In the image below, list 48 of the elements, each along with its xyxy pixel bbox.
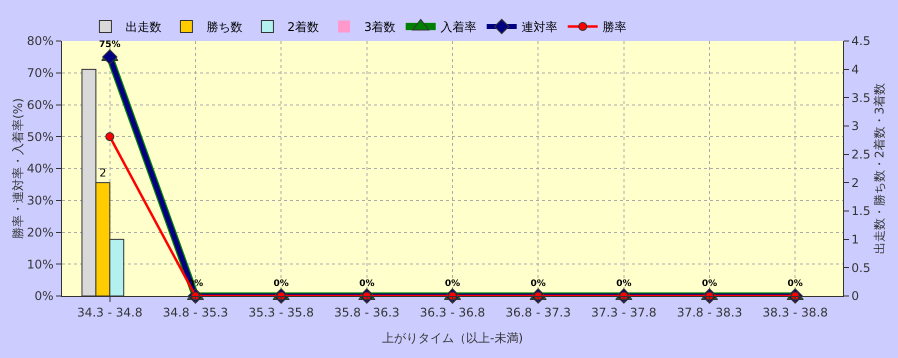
legend-label: 2着数	[287, 20, 320, 34]
y2-tick-label: 1	[851, 232, 860, 247]
y-axis-title: 勝率・連対率・入着率(%)	[10, 98, 25, 239]
legend-label: 連対率	[522, 20, 558, 34]
data-label: 75%	[99, 40, 121, 50]
x-tick-label: 34.8 - 35.3	[162, 305, 228, 320]
y2-tick-label: 2	[851, 176, 860, 190]
data-label: 0%	[616, 278, 632, 289]
y-tick-label: 50%	[26, 130, 54, 144]
y2-tick-label: 3	[851, 119, 860, 134]
x-tick-label: 35.3 - 35.8	[248, 305, 314, 320]
x-tick-label: 36.3 - 36.8	[420, 305, 486, 320]
y-tick-label: 60%	[26, 98, 54, 112]
legend-label: 出走数	[125, 20, 162, 34]
data-label: 0%	[702, 278, 718, 289]
y-tick-label: 40%	[26, 162, 54, 176]
y2-tick-label: 0.5	[851, 260, 870, 275]
x-tick-label: 38.3 - 38.8	[762, 305, 828, 320]
x-tick-label: 37.3 - 37.8	[591, 305, 657, 320]
x-tick-label: 36.8 - 37.3	[505, 305, 571, 320]
data-label: 0%	[530, 278, 546, 289]
legend-label: 入着率	[440, 20, 477, 34]
y-tick-label: 70%	[26, 66, 54, 80]
x-tick-label: 34.3 - 34.8	[77, 305, 143, 320]
y-tick-label: 80%	[26, 34, 54, 48]
data-label: 0%	[444, 278, 460, 289]
legend-label: 3着数	[364, 20, 396, 34]
legend-label: 勝ち数	[206, 20, 242, 34]
y2-axis-title: 出走数・勝ち数・2着数・3着数	[872, 82, 886, 254]
y-tick-label: 10%	[26, 257, 54, 272]
y2-tick-label: 2.5	[851, 148, 870, 162]
y2-tick-label: 4	[851, 62, 860, 77]
x-axis-title: 上がりタイム（以上-未満)	[382, 331, 524, 345]
data-label: 0%	[274, 278, 289, 289]
y2-tick-label: 4.5	[851, 34, 870, 48]
point	[105, 132, 114, 142]
data-label: 2	[99, 166, 106, 180]
y2-tick-label: 1.5	[851, 204, 870, 218]
y2-tick-label: 0	[851, 289, 860, 304]
data-label: 0%	[359, 278, 374, 289]
data-label: 0%	[788, 278, 803, 289]
x-tick-label: 37.8 - 38.3	[676, 305, 742, 320]
y-tick-label: 20%	[26, 225, 54, 240]
y-tick-label: 0%	[34, 289, 54, 304]
x-tick-label: 35.8 - 36.3	[334, 305, 400, 320]
legend-label: 勝率	[602, 20, 627, 34]
y2-tick-label: 3.5	[851, 90, 870, 105]
y-tick-label: 30%	[26, 194, 54, 208]
